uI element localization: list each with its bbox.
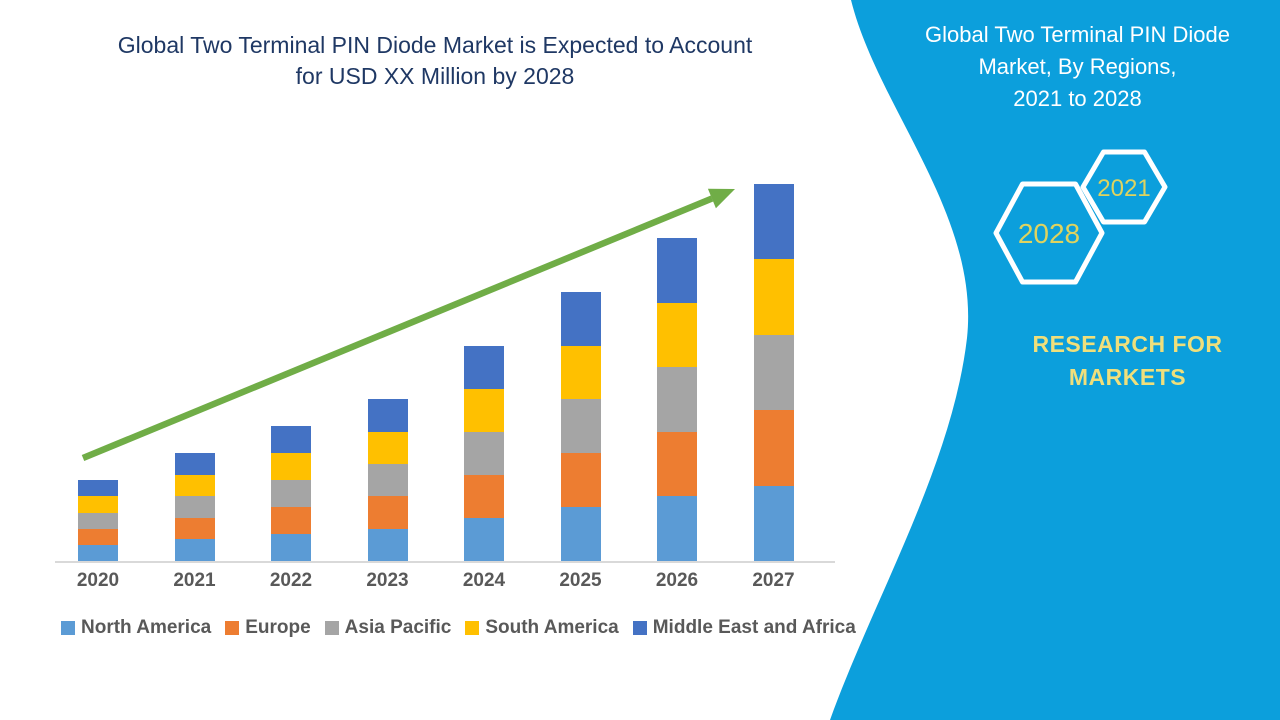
bar-segment-asia-pacific [78,512,118,529]
bar-segment-north-america [560,507,601,561]
bar-segment-europe [753,410,794,486]
bar-segment-south-america [367,431,408,465]
x-axis-label-2026: 2026 [655,570,699,591]
bar-segment-middle-east-and-africa [753,184,794,260]
legend-swatch [324,621,339,635]
hexagon-2028-label: 2028 [1018,218,1080,249]
bar-segment-south-america [560,345,601,400]
chart-title: Global Two Terminal PIN Diode Market is … [70,30,800,92]
legend-label: Asia Pacific [344,617,452,638]
bar-segment-middle-east-and-africa [367,399,408,432]
bar-segment-asia-pacific [464,431,504,475]
brand-text: RESEARCH FOR MARKETS [995,328,1260,394]
bar-segment-asia-pacific [271,480,311,508]
bar-segment-middle-east-and-africa [271,426,311,454]
bar-segment-asia-pacific [657,367,697,432]
x-axis-line [55,561,835,563]
bar-segment-south-america [78,496,118,513]
bar-2024 [464,345,504,561]
bar-segment-asia-pacific [367,464,408,497]
bar-2027 [753,184,794,561]
chart-title-line1: Global Two Terminal PIN Diode Market is … [117,32,753,58]
side-panel-title-line1: Global Two Terminal PIN Diode [925,22,1230,47]
bar-segment-south-america [271,453,311,481]
bar-segment-europe [367,496,408,529]
bar-segment-asia-pacific [753,334,794,411]
bar-segment-north-america [271,534,311,561]
legend-swatch [632,621,647,635]
x-axis-label-2022: 2022 [269,570,313,591]
bar-segment-north-america [657,496,697,561]
legend-item-north-america: North America [61,617,211,639]
bar-segment-europe [657,431,697,497]
bar-segment-north-america [78,544,118,561]
x-axis-label-2023: 2023 [366,570,409,591]
x-axis-label-2025: 2025 [559,570,602,591]
hexagon-2021 [1080,149,1168,225]
hexagon-2021-label: 2021 [1097,175,1150,202]
bar-segment-north-america [753,485,794,561]
bar-segment-middle-east-and-africa [464,345,504,389]
bar-segment-asia-pacific [560,399,601,454]
bar-segment-middle-east-and-africa [657,237,697,303]
legend-item-asia-pacific: Asia Pacific [324,617,452,639]
x-axis-label-2020: 2020 [76,570,120,591]
bar-2026 [657,237,697,561]
legend-swatch [225,621,240,635]
legend-label: Europe [245,617,311,638]
brand-line2: MARKETS [1068,364,1187,390]
bar-2020 [78,480,118,561]
legend-label: Middle East and Africa [652,617,856,638]
legend-item-europe: Europe [225,617,311,639]
bar-segment-europe [78,528,118,545]
bar-2023 [367,399,408,561]
legend: North America Europe Asia Pacific South Ame… [61,617,856,639]
bar-segment-europe [464,474,504,518]
bars [55,161,835,561]
side-panel-shape [830,0,1280,720]
bar-segment-south-america [657,302,697,368]
x-axis-label-2021: 2021 [173,570,216,591]
hexagon-2028 [993,181,1105,285]
chart-title-line2: for USD XX Million by 2028 [295,63,575,89]
bar-segment-middle-east-and-africa [174,453,215,475]
legend-label: South America [485,617,619,638]
x-axis-labels: 2020 2021 2022 2023 2024 2025 2026 2027 [55,570,835,594]
bar-segment-south-america [464,388,504,432]
bar-2022 [271,426,311,561]
bar-segment-south-america [753,259,794,335]
legend-swatch [61,621,75,635]
side-panel-title: Global Two Terminal PIN Diode Market, By… [890,19,1265,115]
legend-label: North America [81,617,212,638]
bar-segment-europe [174,517,215,540]
bar-2021 [174,453,215,561]
side-panel-title-line2: Market, By Regions, [978,54,1177,79]
bar-segment-europe [271,507,311,535]
legend-swatch [465,621,480,635]
bar-segment-middle-east-and-africa [78,480,118,497]
legend-item-south-america: South America [465,617,619,639]
legend-item-middle-east-and-africa: Middle East and Africa [632,617,856,639]
x-axis-label-2027: 2027 [752,570,795,591]
bar-segment-middle-east-and-africa [560,291,601,346]
x-axis-label-2024: 2024 [462,570,506,591]
bar-segment-north-america [464,517,504,561]
bar-segment-north-america [367,528,408,561]
bar-segment-europe [560,453,601,508]
bar-segment-south-america [174,474,215,497]
bar-2025 [560,291,601,561]
side-panel-title-line3: 2021 to 2028 [1013,86,1142,111]
bar-segment-asia-pacific [174,496,215,518]
brand-line1: RESEARCH FOR [1032,331,1223,357]
bar-segment-north-america [174,539,215,561]
